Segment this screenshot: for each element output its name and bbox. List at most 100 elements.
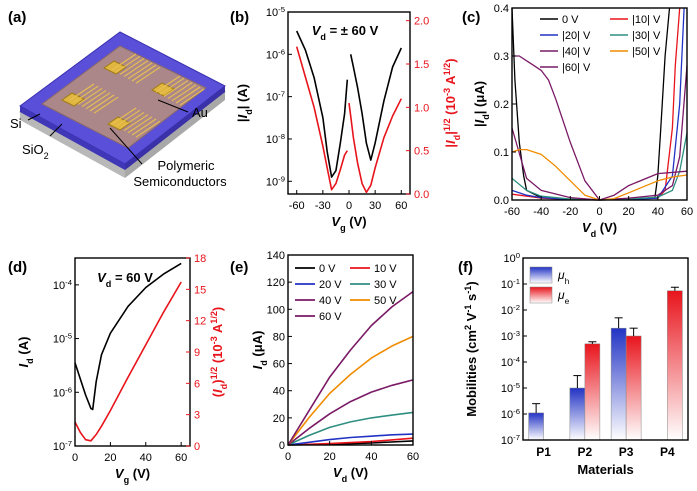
bar [610,327,627,441]
au-finger [135,66,161,84]
x-tick-label: 20 [623,206,635,218]
au-finger [69,83,95,101]
x-tick-label: P2 [578,445,593,459]
legend-label: 10 V [374,263,397,275]
y-axis-label: Id (μA) [250,331,269,370]
label-part: V [312,23,322,38]
au-label: Au [192,105,208,120]
y-tick-label: 0.0 [494,195,509,207]
x-axis-label: Vd (V) [582,220,617,239]
label-part: V [115,466,125,481]
panel-label: (f) [458,259,473,276]
y-axis-label-right: |Id|1/2 (10-3 A1/2) [442,58,462,147]
panel-label: (d) [8,259,27,276]
legend-label: 40 V [319,295,342,307]
label-part: -7 [65,439,72,448]
legend-label: |20| V [562,30,591,42]
y-tick-label: 0.4 [494,3,509,15]
label-part: (V) [347,465,368,480]
au-finger [171,84,197,102]
x-tick-label: -40 [533,206,549,218]
series-line [287,335,414,446]
si-layer-side [125,92,225,178]
panel-label: (a) [8,9,26,26]
tick-label: 10-2 [501,303,520,318]
au-finger [93,96,119,114]
legend-label: 0 V [319,263,336,275]
label-part: 10 [501,305,513,317]
au-finger [123,60,149,78]
plot-frame [287,254,414,446]
tick-label: 10-4 [501,355,521,370]
au-finger [119,111,145,129]
y-tick-label: 100 [267,304,285,316]
label-part: ) [210,379,225,383]
au-finger [175,86,201,104]
x-axis-label: Vg (V) [115,466,150,485]
label-part: | [235,118,250,122]
x-tick-label: 40 [652,206,664,218]
label-part: 2 [463,325,473,330]
tick-label: 10-5 [501,381,520,396]
y-axis-label: |Id| (μA) [472,81,491,127]
label-part: -9 [278,174,285,183]
y-tick-label: 140 [267,250,285,262]
x-tick-label: 60 [395,200,407,212]
au-finger [119,57,145,75]
semiconductor-label: Semiconductors [133,174,227,189]
legend-label: |50| V [632,46,661,58]
legend-label: |60| V [562,62,591,74]
tick-label: 10-6 [501,407,520,422]
label-part: SiO [22,142,44,157]
label-part: -4 [65,277,73,286]
y-tick-label-right: 15 [194,284,206,296]
label-part: (V) [129,466,150,481]
plot-frame [74,257,191,447]
x-tick-label: 40 [365,451,377,463]
label-part: -2 [513,303,520,312]
label-part: d [219,384,229,390]
plot-frame [511,7,688,201]
au-finger [77,87,103,105]
label-part: d [452,135,462,141]
label-part: s [464,294,479,305]
au-finger [131,64,157,82]
series-line [287,290,414,446]
label-part: d [342,474,348,484]
label-part: 1/2 [442,63,452,76]
label-part: g [124,475,130,485]
label-part: 0 [516,251,520,260]
legend-label: 50 V [374,295,397,307]
label-part: ) [464,281,479,285]
x-axis-label: Materials [577,462,633,477]
label-part: I [443,140,458,144]
label-part: 10 [53,441,65,453]
tick-label: 10-5 [53,331,72,346]
sio2-label: SiO2 [22,142,49,161]
label-part: ( [210,392,225,397]
y-tick-label: 0.1 [494,147,509,159]
series-line [287,433,414,446]
label-part: -6 [513,407,520,416]
series-line [287,437,414,446]
tick-label: 10-6 [266,47,285,62]
label-part: ) [210,307,225,311]
au-finger [167,82,193,100]
label-part: Mobilities (cm [464,330,479,417]
x-tick-label: -60 [289,200,305,212]
series-line [74,281,182,442]
au-finger [73,85,99,103]
label-part: | [472,123,487,127]
legend-label: |30| V [632,30,661,42]
bar [667,290,683,441]
label-part: I [472,119,487,123]
label-part: -7 [513,433,520,442]
label-part: -3 [513,329,520,338]
au-finger [115,55,141,73]
x-tick-label: 0 [72,452,78,464]
plot-frame [522,257,689,441]
au-finger [135,120,161,138]
y-tick-label-right: 0 [194,441,200,453]
series-line [287,411,414,446]
tick-label: 10-4 [53,277,73,292]
